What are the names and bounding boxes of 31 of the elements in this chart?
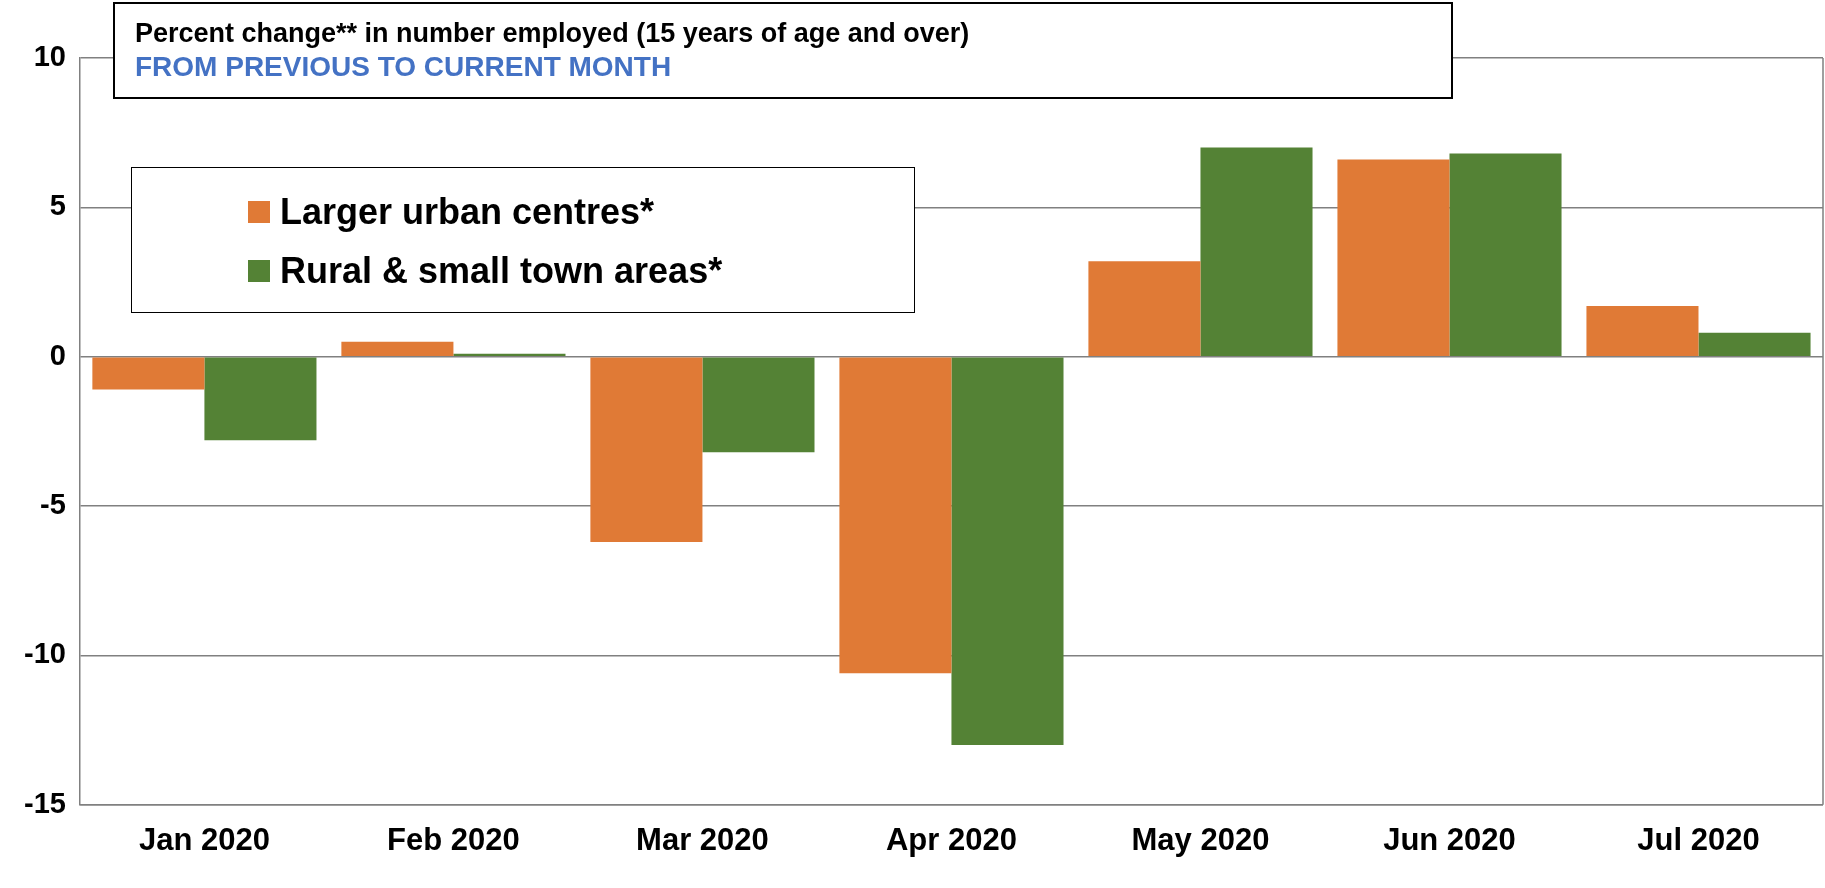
bar bbox=[1337, 159, 1450, 356]
bar bbox=[1449, 153, 1562, 356]
bar bbox=[702, 357, 815, 453]
x-tick-label: Jan 2020 bbox=[138, 821, 270, 857]
bar bbox=[1698, 332, 1811, 356]
x-tick-label: Apr 2020 bbox=[885, 821, 1017, 857]
bar bbox=[341, 341, 454, 356]
bar bbox=[92, 357, 205, 390]
y-tick-label: -10 bbox=[23, 637, 66, 670]
bar bbox=[1586, 305, 1699, 356]
y-tick-label: -15 bbox=[23, 786, 66, 819]
y-tick-label: 5 bbox=[49, 189, 66, 222]
bar bbox=[1200, 147, 1313, 356]
x-tick-label: May 2020 bbox=[1131, 821, 1270, 857]
y-tick-label: 10 bbox=[33, 40, 66, 72]
legend-label: Rural & small town areas* bbox=[280, 249, 723, 292]
legend-label: Larger urban centres* bbox=[280, 190, 655, 233]
bar bbox=[590, 357, 703, 542]
chart-subtitle: FROM PREVIOUS TO CURRENT MONTH bbox=[135, 51, 673, 83]
bar bbox=[839, 357, 952, 674]
bar bbox=[1088, 261, 1201, 356]
y-tick-label: 0 bbox=[49, 338, 66, 371]
bar bbox=[951, 357, 1064, 746]
y-tick-label: -5 bbox=[40, 488, 66, 521]
title-frame: Percent change** in number employed (15 years of age and over) FROM PREVIOUS TO CURRENT MONTH bbox=[113, 2, 1453, 99]
chart-title: Percent change** in number employed (15 years of age and over) bbox=[135, 18, 971, 49]
x-tick-label: Jul 2020 bbox=[1637, 821, 1760, 857]
x-tick-label: Mar 2020 bbox=[636, 821, 769, 857]
x-tick-label: Feb 2020 bbox=[387, 821, 520, 857]
bar bbox=[204, 357, 317, 441]
x-tick-label: Jun 2020 bbox=[1383, 821, 1516, 857]
